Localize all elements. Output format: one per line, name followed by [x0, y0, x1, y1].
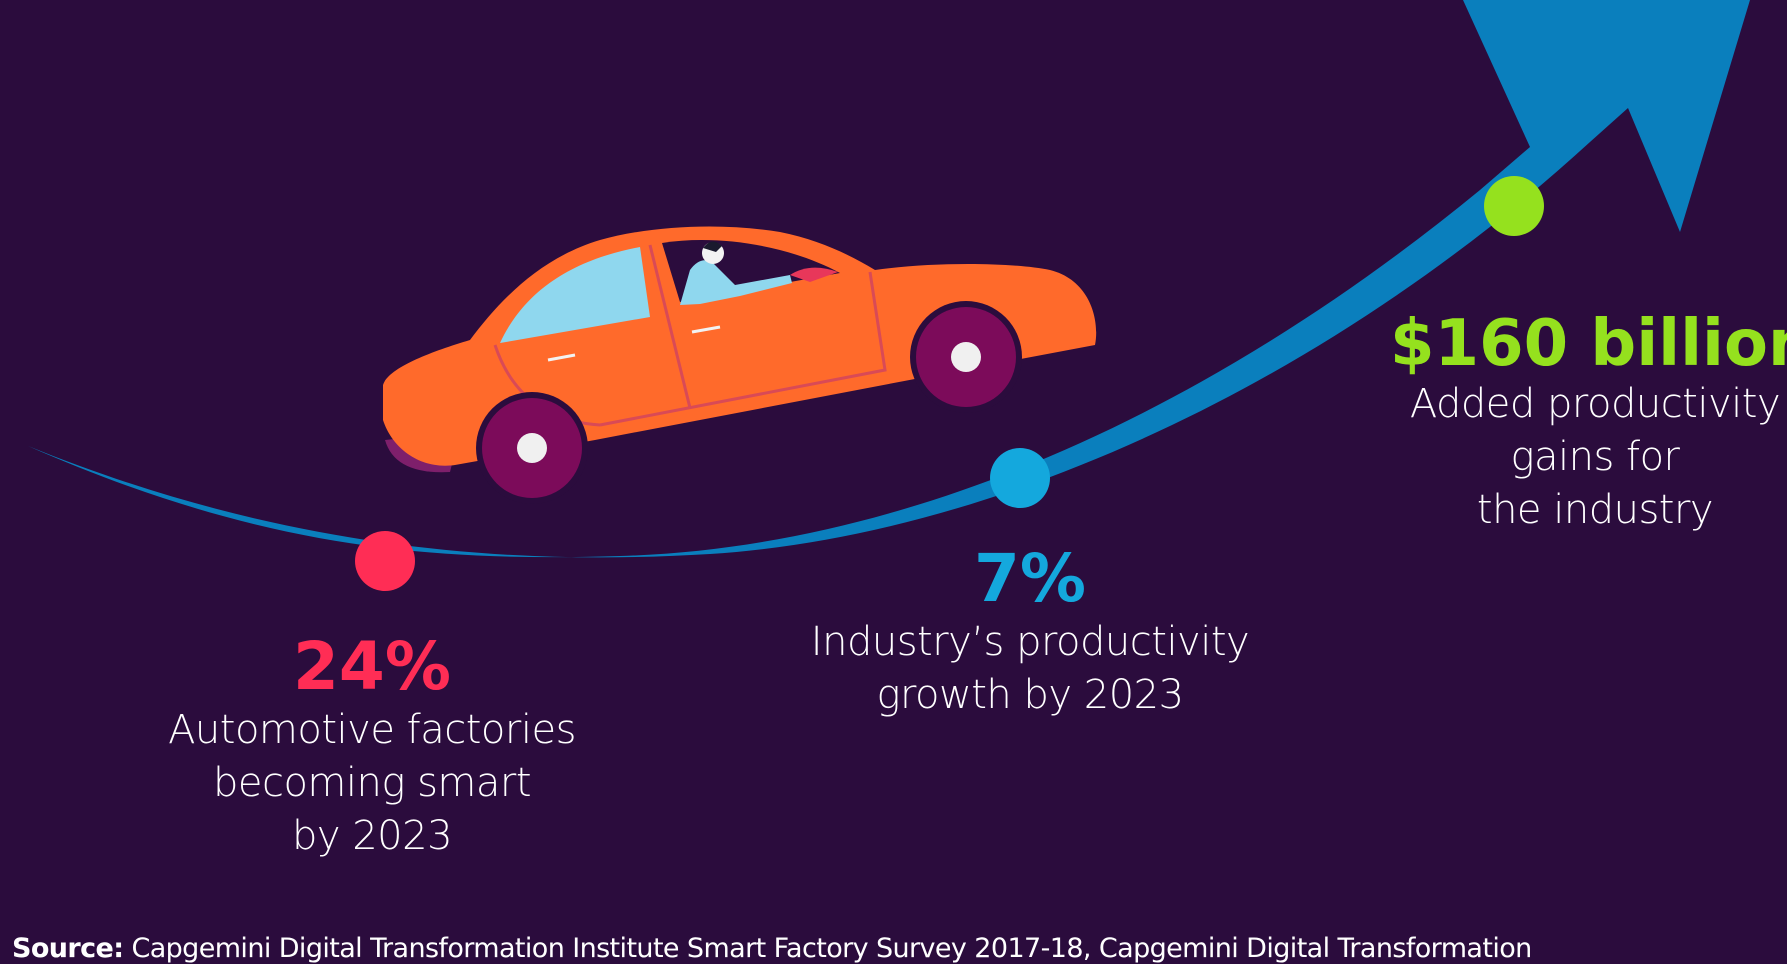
driver-icon — [680, 241, 792, 305]
source-label: Source: — [12, 933, 124, 964]
stat-productivity-growth: 7% Industry’s productivity growth by 202… — [780, 546, 1280, 722]
source-note: Source: Capgemini Digital Transformation… — [12, 933, 1532, 964]
stat-description: Industry’s productivity growth by 2023 — [810, 619, 1250, 718]
milestone-dot-7-percent — [990, 448, 1050, 508]
stat-productivity-gains: $160 billion Added productivity gains fo… — [1390, 312, 1787, 537]
car-with-driver-icon — [383, 226, 1097, 504]
stat-automotive-factories: 24% Automotive factories becoming smart … — [122, 634, 622, 863]
milestone-dot-24-percent — [355, 531, 415, 591]
stat-description: Added productivity gains for the industr… — [1409, 381, 1781, 533]
growth-arrow-icon — [28, 0, 1750, 558]
stat-value: 24% — [293, 628, 451, 705]
source-text: Capgemini Digital Transformation Institu… — [131, 933, 1532, 964]
milestone-dot-160-billion — [1484, 176, 1544, 236]
car-rear-window — [500, 247, 650, 343]
steering-wheel — [790, 267, 838, 282]
stat-value: 7% — [973, 540, 1087, 617]
rear-wheel — [476, 392, 588, 504]
stat-description: Automotive factories becoming smart by 2… — [168, 707, 576, 859]
arrow-shape — [28, 0, 1750, 558]
stat-value: $160 billion — [1390, 307, 1787, 381]
front-wheel — [910, 301, 1022, 413]
